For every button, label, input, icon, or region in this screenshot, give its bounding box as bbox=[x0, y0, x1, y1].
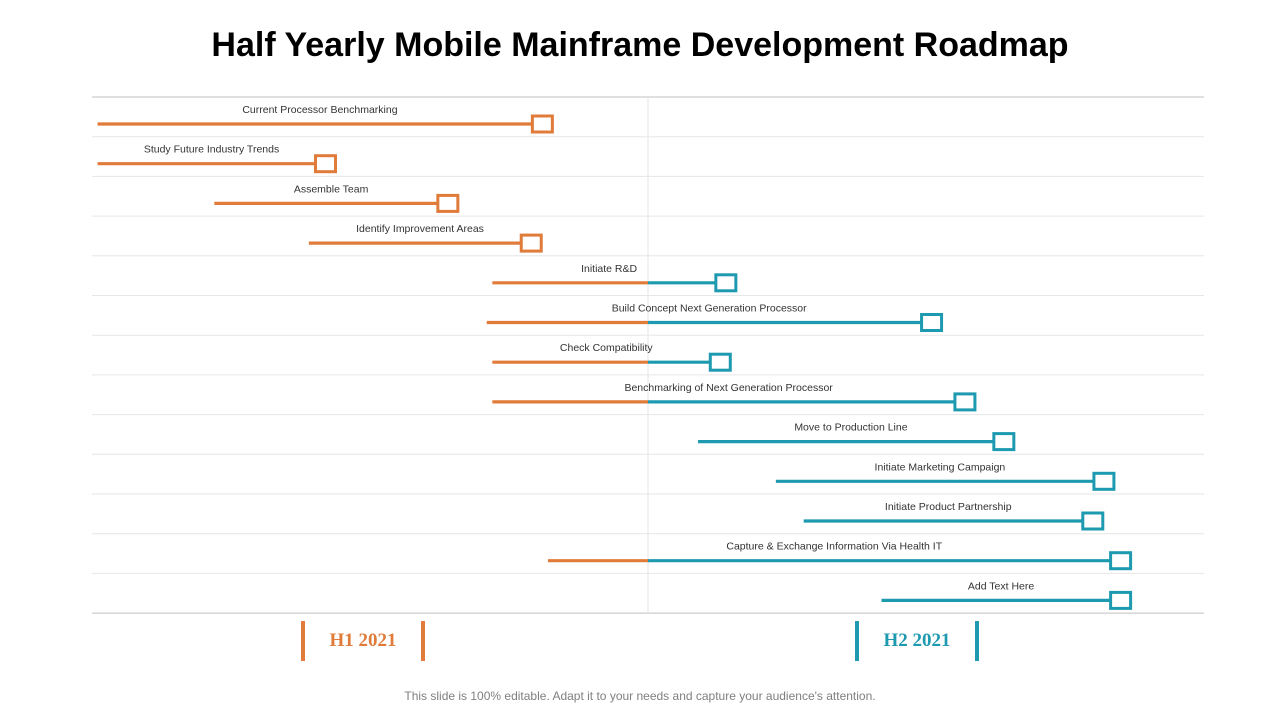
task-label: Benchmarking of Next Generation Processo… bbox=[624, 382, 833, 394]
period-h2-badge: H2 2021 bbox=[855, 621, 979, 661]
milestone-marker bbox=[1109, 551, 1133, 571]
milestone-marker bbox=[920, 313, 944, 332]
task-label: Capture & Exchange Information Via Healt… bbox=[726, 541, 942, 553]
task-label: Build Concept Next Generation Processor bbox=[612, 303, 807, 315]
milestone-marker bbox=[530, 114, 554, 134]
task-label: Current Processor Benchmarking bbox=[242, 104, 397, 116]
milestone-marker bbox=[1092, 471, 1116, 491]
period-h1-label: H1 2021 bbox=[329, 630, 397, 651]
task-label: Initiate Marketing Campaign bbox=[875, 461, 1006, 473]
period-h2-left-bracket bbox=[855, 621, 859, 661]
task-label: Move to Production Line bbox=[794, 422, 907, 434]
task-label: Study Future Industry Trends bbox=[144, 144, 279, 156]
period-h1-right-bracket bbox=[421, 621, 425, 661]
page-title: Half Yearly Mobile Mainframe Development… bbox=[211, 26, 1069, 64]
period-h1-left-bracket bbox=[301, 621, 305, 661]
milestone-marker bbox=[714, 273, 738, 293]
milestone-marker bbox=[1081, 511, 1105, 531]
period-h2-right-bracket bbox=[975, 621, 979, 661]
task-label: Check Compatibility bbox=[560, 342, 654, 354]
milestone-marker bbox=[314, 154, 338, 174]
milestone-marker bbox=[992, 432, 1016, 452]
task-label: Initiate Product Partnership bbox=[885, 501, 1012, 513]
milestone-marker bbox=[708, 352, 732, 372]
period-h1-badge: H1 2021 bbox=[301, 621, 425, 661]
milestone-marker bbox=[953, 392, 977, 412]
period-h2-label: H2 2021 bbox=[883, 630, 951, 651]
roadmap-gantt: Current Processor Benchmarking Study Futu… bbox=[92, 96, 1204, 614]
footer-note: This slide is 100% editable. Adapt it to… bbox=[404, 689, 876, 703]
milestone-marker bbox=[1109, 590, 1133, 610]
milestone-marker bbox=[519, 233, 543, 253]
task-label: Initiate R&D bbox=[581, 263, 637, 275]
task-label: Identify Improvement Areas bbox=[356, 223, 484, 235]
task-label: Assemble Team bbox=[294, 183, 369, 195]
task-label: Add Text Here bbox=[968, 580, 1035, 592]
milestone-marker bbox=[436, 193, 460, 213]
